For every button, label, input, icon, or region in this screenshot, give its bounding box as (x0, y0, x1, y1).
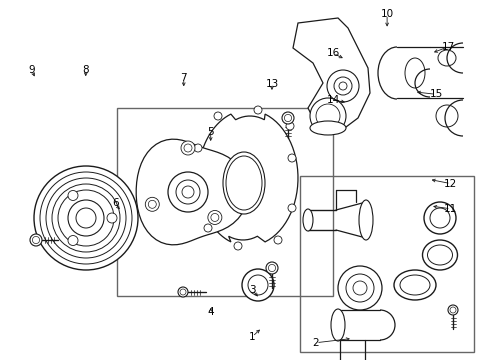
Text: 16: 16 (326, 48, 340, 58)
Circle shape (181, 141, 195, 155)
Circle shape (30, 234, 42, 246)
Text: 3: 3 (249, 285, 256, 295)
Circle shape (176, 180, 200, 204)
Circle shape (424, 202, 456, 234)
Text: 8: 8 (82, 65, 89, 75)
Text: 15: 15 (429, 89, 443, 99)
Ellipse shape (394, 270, 436, 300)
Circle shape (68, 190, 78, 201)
Text: 5: 5 (207, 127, 214, 138)
Bar (117, 108, 333, 296)
Polygon shape (293, 18, 370, 133)
Circle shape (448, 305, 458, 315)
Circle shape (254, 106, 262, 114)
Circle shape (208, 211, 222, 224)
Text: 2: 2 (313, 338, 319, 348)
Ellipse shape (310, 121, 346, 135)
Circle shape (214, 112, 222, 120)
Circle shape (266, 262, 278, 274)
Circle shape (288, 154, 296, 162)
Text: 4: 4 (207, 307, 214, 318)
Circle shape (242, 269, 274, 301)
Circle shape (282, 112, 294, 124)
Circle shape (334, 77, 352, 95)
Circle shape (194, 144, 202, 152)
Ellipse shape (331, 309, 345, 341)
Circle shape (346, 274, 374, 302)
Text: 13: 13 (265, 78, 279, 89)
Circle shape (178, 287, 188, 297)
Circle shape (327, 70, 359, 102)
Circle shape (68, 235, 78, 246)
Text: 11: 11 (444, 204, 458, 214)
Text: 14: 14 (326, 95, 340, 105)
Circle shape (310, 98, 346, 134)
Text: 7: 7 (180, 73, 187, 84)
Circle shape (204, 224, 212, 232)
Circle shape (286, 122, 294, 130)
Circle shape (288, 204, 296, 212)
Circle shape (68, 200, 104, 236)
Ellipse shape (223, 152, 265, 214)
Text: 6: 6 (112, 198, 119, 208)
Circle shape (34, 166, 138, 270)
Bar (300, 176, 474, 352)
Text: 17: 17 (441, 42, 455, 52)
Circle shape (338, 266, 382, 310)
Text: 1: 1 (249, 332, 256, 342)
Circle shape (234, 242, 242, 250)
Polygon shape (198, 114, 298, 242)
Circle shape (107, 213, 117, 223)
Text: 10: 10 (381, 9, 393, 19)
Ellipse shape (422, 240, 458, 270)
Ellipse shape (303, 209, 313, 231)
Circle shape (274, 236, 282, 244)
Ellipse shape (359, 200, 373, 240)
Text: 9: 9 (28, 65, 35, 75)
Circle shape (194, 184, 202, 192)
Text: 12: 12 (444, 179, 458, 189)
Circle shape (168, 172, 208, 212)
Polygon shape (136, 139, 248, 245)
Circle shape (146, 197, 159, 211)
